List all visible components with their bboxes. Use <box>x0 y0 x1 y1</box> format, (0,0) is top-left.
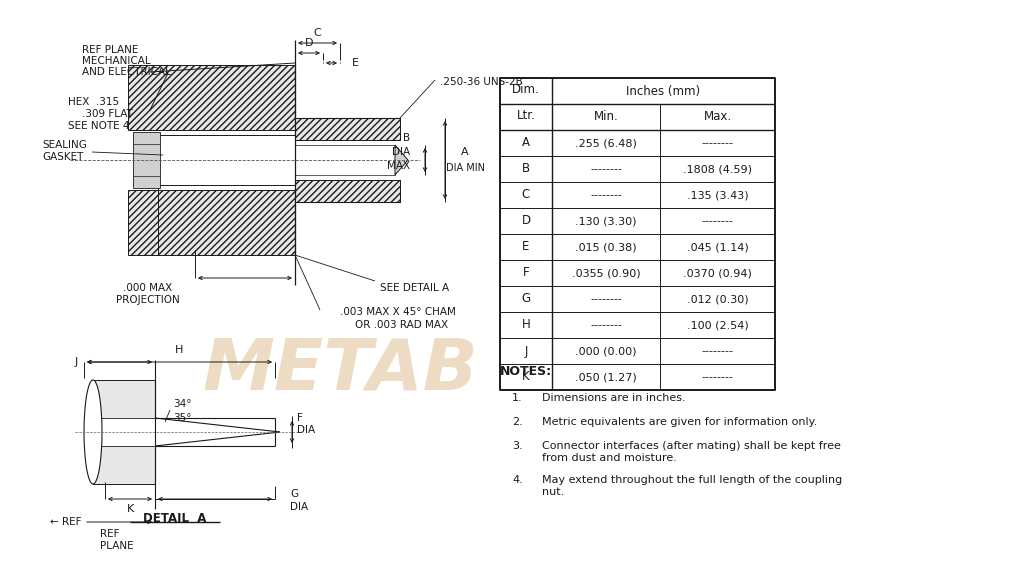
Text: Ltr.: Ltr. <box>516 109 536 122</box>
Bar <box>295 180 400 202</box>
Bar <box>295 118 400 140</box>
Text: Max.: Max. <box>703 111 731 124</box>
Text: C: C <box>522 188 530 201</box>
Text: 2.: 2. <box>512 417 522 427</box>
Text: --------: -------- <box>590 294 622 304</box>
Text: E: E <box>522 241 529 253</box>
Text: 3.: 3. <box>512 441 522 451</box>
Text: C: C <box>313 28 322 38</box>
Text: PROJECTION: PROJECTION <box>116 295 180 305</box>
Text: OR .003 RAD MAX: OR .003 RAD MAX <box>355 320 449 330</box>
Text: Inches (mm): Inches (mm) <box>627 85 700 97</box>
Bar <box>133 132 160 188</box>
Text: NOTES:: NOTES: <box>500 365 552 378</box>
Text: --------: -------- <box>701 372 733 382</box>
Text: F: F <box>297 413 303 423</box>
Text: .135 (3.43): .135 (3.43) <box>687 190 749 200</box>
Text: --------: -------- <box>590 164 622 174</box>
Text: H: H <box>175 345 183 355</box>
Text: B: B <box>402 133 410 143</box>
Text: GASKET: GASKET <box>42 152 83 162</box>
Text: 35°: 35° <box>173 413 191 423</box>
Text: .045 (1.14): .045 (1.14) <box>687 242 749 252</box>
Text: DIA: DIA <box>392 147 410 157</box>
Text: DIA MIN: DIA MIN <box>445 163 484 173</box>
Text: 4.: 4. <box>512 475 522 485</box>
Ellipse shape <box>84 380 102 484</box>
Text: .130 (3.30): .130 (3.30) <box>575 216 637 226</box>
Text: .050 (1.27): .050 (1.27) <box>575 372 637 382</box>
Bar <box>93 418 155 446</box>
Text: .1808 (4.59): .1808 (4.59) <box>683 164 752 174</box>
Text: DETAIL  A: DETAIL A <box>143 512 207 524</box>
Text: K: K <box>522 371 529 383</box>
Text: .0355 (0.90): .0355 (0.90) <box>571 268 640 278</box>
Text: Metric equivalents are given for information only.: Metric equivalents are given for informa… <box>542 417 817 427</box>
Text: SEALING: SEALING <box>42 140 87 150</box>
Text: 1.: 1. <box>512 393 522 403</box>
Text: .0370 (0.94): .0370 (0.94) <box>683 268 752 278</box>
Text: HEX  .315: HEX .315 <box>68 97 119 107</box>
Text: DIA: DIA <box>290 502 308 512</box>
Text: .000 (0.00): .000 (0.00) <box>575 346 637 356</box>
Text: K: K <box>126 504 133 514</box>
Text: .250-36 UNS-2B: .250-36 UNS-2B <box>440 77 522 87</box>
Text: PLANE: PLANE <box>100 541 133 551</box>
Text: G: G <box>521 292 530 306</box>
Text: E: E <box>351 58 358 68</box>
Text: .003 MAX X 45° CHAM: .003 MAX X 45° CHAM <box>340 307 456 317</box>
Text: --------: -------- <box>701 346 733 356</box>
Text: A: A <box>461 147 469 157</box>
Text: Min.: Min. <box>594 111 618 124</box>
Text: G: G <box>290 489 298 499</box>
Text: J: J <box>75 357 78 367</box>
Text: F: F <box>522 266 529 280</box>
Text: MECHANICAL: MECHANICAL <box>82 56 151 66</box>
Text: REF: REF <box>100 529 120 539</box>
Text: J: J <box>524 345 527 357</box>
Text: B: B <box>522 162 530 176</box>
Text: 34°: 34° <box>173 399 191 409</box>
Text: MAX: MAX <box>387 161 410 171</box>
Text: .309 FLAT: .309 FLAT <box>82 109 133 119</box>
Text: SEE NOTE 4: SEE NOTE 4 <box>68 121 129 131</box>
Text: May extend throughout the full length of the coupling
nut.: May extend throughout the full length of… <box>542 475 843 496</box>
Text: Connector interfaces (after mating) shall be kept free
from dust and moisture.: Connector interfaces (after mating) shal… <box>542 441 841 463</box>
Text: Dimensions are in inches.: Dimensions are in inches. <box>542 393 686 403</box>
Text: SEE DETAIL A: SEE DETAIL A <box>380 283 450 293</box>
Text: AND ELECTRICAL: AND ELECTRICAL <box>82 67 171 77</box>
Bar <box>128 65 295 130</box>
Text: H: H <box>521 318 530 332</box>
Bar <box>158 135 295 185</box>
Text: REF PLANE: REF PLANE <box>82 45 138 55</box>
Text: ← REF: ← REF <box>49 517 81 527</box>
Text: .012 (0.30): .012 (0.30) <box>687 294 749 304</box>
Text: --------: -------- <box>701 216 733 226</box>
Bar <box>93 380 155 418</box>
Bar <box>295 145 395 175</box>
Bar <box>93 446 155 484</box>
Text: .000 MAX: .000 MAX <box>123 283 173 293</box>
Text: .100 (2.54): .100 (2.54) <box>687 320 749 330</box>
Text: --------: -------- <box>590 320 622 330</box>
Bar <box>500 78 775 390</box>
Text: D: D <box>305 38 313 48</box>
Text: --------: -------- <box>590 190 622 200</box>
Text: Dim.: Dim. <box>512 83 540 96</box>
Text: DIA: DIA <box>297 425 315 435</box>
Text: METAB: METAB <box>202 335 478 404</box>
Text: A: A <box>522 136 530 150</box>
Bar <box>128 190 295 255</box>
Text: --------: -------- <box>701 138 733 148</box>
Text: .015 (0.38): .015 (0.38) <box>575 242 637 252</box>
Text: .255 (6.48): .255 (6.48) <box>575 138 637 148</box>
Text: D: D <box>521 215 530 227</box>
Polygon shape <box>395 145 408 175</box>
